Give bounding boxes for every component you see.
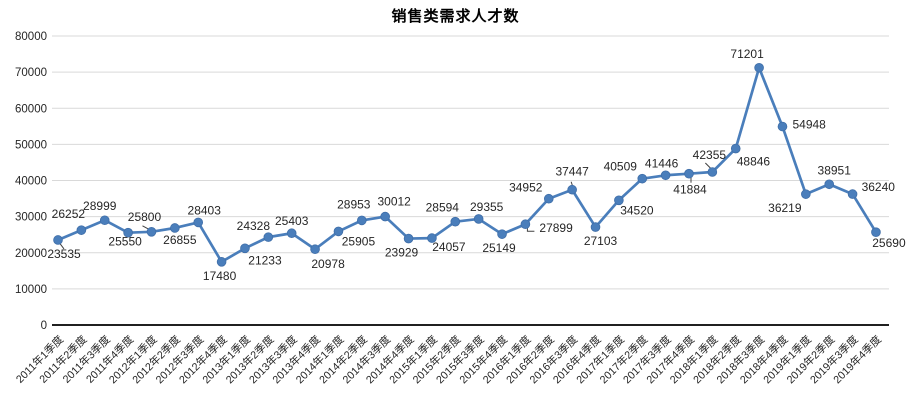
data-point-label: 24328 (237, 219, 271, 233)
data-point-marker (216, 257, 227, 267)
data-point-marker (824, 179, 835, 190)
data-point-marker (614, 195, 624, 206)
data-point-marker (590, 222, 601, 232)
y-tick-label: 60000 (15, 103, 47, 115)
data-point-label: 48846 (737, 155, 771, 169)
data-point-label: 37447 (555, 165, 589, 179)
data-point-label: 38951 (818, 163, 852, 177)
data-point-marker (684, 168, 694, 179)
data-point-marker (520, 219, 531, 230)
data-point-marker (193, 217, 204, 228)
data-point-label: 27899 (539, 221, 573, 235)
data-point-label: 54948 (792, 118, 826, 132)
y-tick-label: 0 (41, 320, 47, 332)
data-point-label: 21233 (248, 253, 282, 267)
data-point-label: 26855 (163, 233, 197, 247)
data-point-label: 41446 (645, 156, 679, 170)
data-point-marker (263, 232, 274, 242)
data-point-marker (543, 193, 554, 204)
data-point-label: 25550 (108, 235, 142, 249)
data-point-label: 29355 (470, 200, 504, 214)
data-point-marker (146, 226, 157, 237)
data-point-marker (473, 214, 484, 224)
data-point-label: 41884 (673, 183, 707, 197)
y-tick-label: 80000 (15, 31, 47, 43)
data-point-label: 28953 (337, 197, 371, 211)
data-point-label: 36219 (768, 201, 802, 215)
data-point-marker (847, 189, 858, 199)
data-point-marker (380, 211, 390, 222)
data-point-marker (427, 233, 437, 243)
data-point-label: 20978 (311, 257, 345, 271)
data-point-label: 24057 (432, 240, 466, 254)
data-point-label: 42355 (693, 148, 727, 162)
y-tick-label: 20000 (15, 248, 47, 260)
data-point-marker (707, 167, 718, 177)
data-point-marker (53, 235, 63, 245)
data-point-label: 34520 (620, 203, 654, 217)
data-point-label: 28999 (83, 199, 117, 213)
data-point-marker (754, 62, 764, 73)
data-point-marker (801, 189, 811, 199)
data-point-marker (99, 215, 110, 226)
data-point-label: 25690 (872, 236, 906, 250)
data-point-marker (240, 243, 250, 254)
y-tick-label: 50000 (15, 139, 47, 151)
y-tick-label: 10000 (15, 284, 47, 296)
data-point-label: 25800 (128, 210, 162, 224)
data-point-marker (777, 121, 788, 132)
data-point-label: 27103 (584, 234, 618, 248)
data-point-marker (660, 170, 671, 181)
data-point-marker (123, 227, 133, 238)
data-point-marker (403, 233, 414, 244)
data-point-marker (76, 225, 87, 235)
data-point-marker (567, 184, 577, 195)
data-point-marker (286, 228, 297, 239)
data-point-label: 34952 (509, 181, 543, 195)
data-point-label: 71201 (730, 47, 764, 61)
data-point-label: 23535 (47, 247, 81, 261)
y-tick-label: 30000 (15, 212, 47, 224)
data-point-label: 26252 (52, 207, 86, 221)
data-point-marker (871, 227, 881, 237)
data-point-marker (637, 173, 648, 184)
data-point-marker (497, 229, 507, 239)
data-point-marker (170, 223, 180, 233)
data-point-label: 28594 (426, 201, 460, 215)
data-point-label: 23929 (385, 246, 419, 260)
data-point-label: 28403 (188, 203, 222, 217)
y-tick-label: 70000 (15, 67, 47, 79)
data-point-label: 17480 (203, 269, 237, 283)
data-point-marker (333, 226, 344, 237)
data-point-label: 25403 (275, 214, 309, 228)
data-point-marker (357, 215, 367, 226)
data-point-label: 36240 (862, 180, 896, 194)
data-point-label: 25149 (482, 241, 516, 255)
data-point-marker (450, 216, 461, 227)
data-point-marker (310, 244, 320, 255)
data-point-marker (730, 143, 741, 154)
data-point-label: 40509 (604, 160, 638, 174)
y-tick-label: 40000 (15, 176, 47, 188)
data-point-label: 25905 (342, 234, 376, 248)
data-point-label: 30012 (377, 195, 411, 209)
